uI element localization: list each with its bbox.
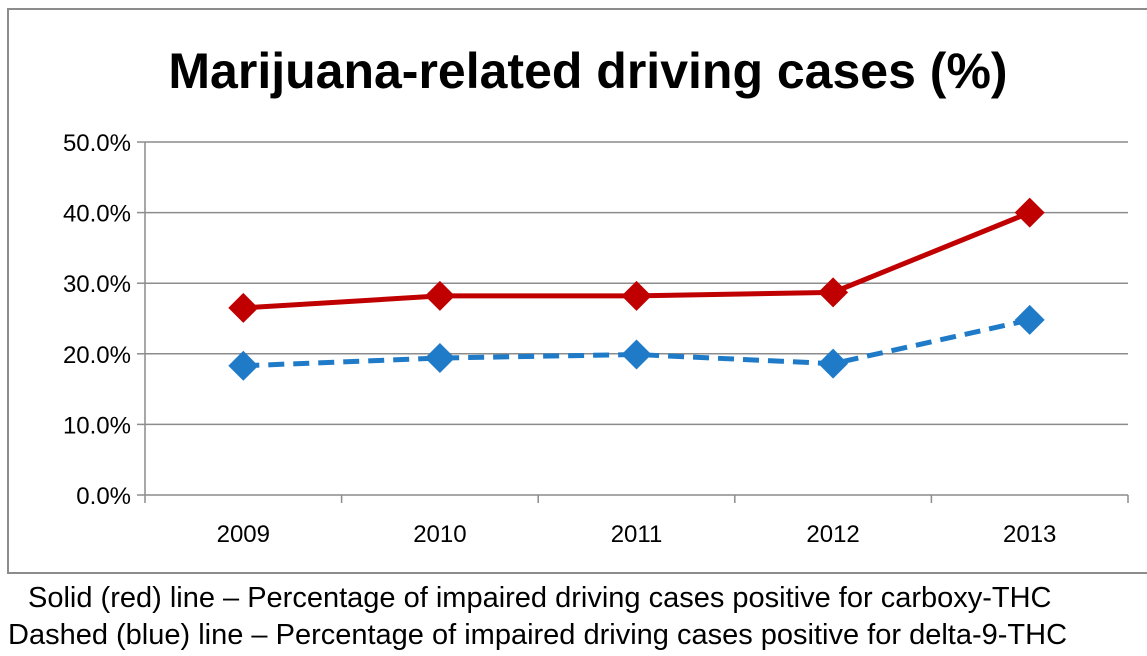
y-tick-label: 10.0% [63,412,131,439]
series-1 [228,197,1045,323]
data-point-marker [818,348,849,379]
x-tick-label: 2010 [413,521,466,548]
caption-solid-line: Solid (red) line – Percentage of impaire… [28,582,1052,614]
y-tick-label: 50.0% [63,130,131,157]
data-point-marker [424,280,455,311]
axes [137,141,1129,503]
x-tick-label: 2013 [1003,521,1056,548]
x-tick-label: 2012 [806,521,859,548]
y-tick-label: 40.0% [63,201,131,228]
series-group [228,197,1045,381]
data-point-marker [621,280,652,311]
x-tick-label: 2009 [217,521,270,548]
y-axis-labels: 0.0% 10.0% 20.0% 30.0% 40.0% 50.0% [63,130,131,510]
data-point-marker [424,343,455,374]
y-tick-label: 20.0% [63,342,131,369]
data-point-marker [228,292,259,323]
x-tick-label: 2011 [611,521,663,548]
x-axis-labels: 2009 2010 2011 2012 2013 [217,521,1057,548]
line-chart: Marijuana-related driving cases (%) 0.0%… [63,43,1129,548]
data-point-marker [621,339,652,370]
data-point-marker [818,277,849,308]
series-2 [228,304,1045,381]
data-point-marker [1014,197,1045,228]
y-tick-label: 30.0% [63,271,131,298]
data-point-marker [1014,304,1045,335]
data-point-marker [228,350,259,381]
caption-dashed-line: Dashed (blue) line – Percentage of impai… [8,619,1068,651]
chart-frame [7,8,1147,574]
chart-title: Marijuana-related driving cases (%) [168,43,1007,99]
y-tick-label: 0.0% [76,483,131,510]
series-line [243,317,1031,369]
